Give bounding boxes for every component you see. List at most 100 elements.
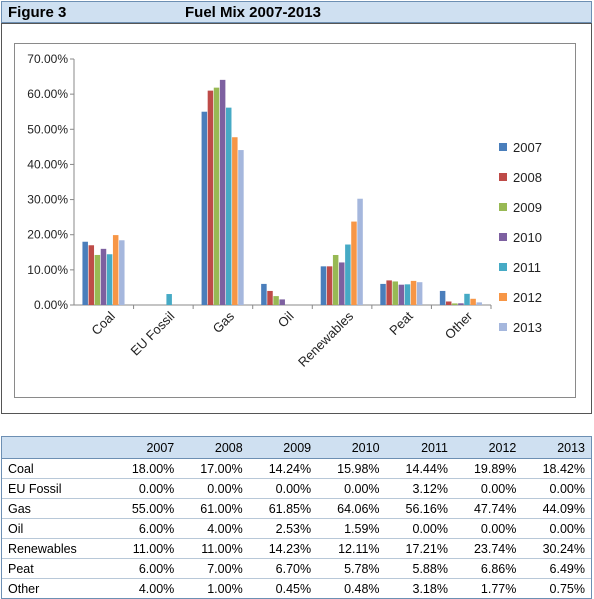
column-header: 2011 — [385, 436, 454, 459]
table-cell: 0.00% — [385, 518, 454, 539]
column-header: 2009 — [248, 436, 318, 459]
table-cell: 30.24% — [522, 538, 593, 559]
y-tick-label: 70.00% — [27, 52, 68, 66]
table-cell: 4.00% — [111, 578, 181, 599]
y-tick-label: 60.00% — [27, 87, 68, 101]
bar — [380, 283, 386, 305]
bar — [106, 254, 113, 305]
legend-swatch — [499, 143, 507, 151]
bar — [410, 280, 417, 305]
table-cell: 14.23% — [248, 538, 318, 559]
x-tick-label: Other — [442, 308, 476, 342]
legend-label: 2007 — [513, 140, 542, 155]
bar — [320, 266, 327, 305]
table-cell: 6.49% — [522, 558, 593, 579]
table-cell: 0.00% — [522, 518, 593, 539]
table-row: Gas 55.00% 61.00% 61.85% 64.06% 56.16% 47.74% 4… — [0, 498, 593, 519]
table-cell: 0.45% — [248, 578, 318, 599]
x-tick-label: EU Fossil — [128, 308, 178, 358]
table-cell: 15.98% — [317, 458, 386, 479]
table-cell: 5.78% — [317, 558, 386, 579]
table-cell: 23.74% — [453, 538, 523, 559]
table-cell: 0.00% — [453, 478, 523, 499]
y-tick-label: 0.00% — [34, 298, 68, 312]
legend-swatch — [499, 173, 507, 181]
y-tick-label: 50.00% — [27, 122, 68, 136]
row-label: EU Fossil — [0, 478, 112, 499]
bar — [458, 303, 464, 305]
table-cell: 44.09% — [522, 498, 593, 519]
bar-chart: 0.00% 10.00% 20.00% 30.00% 40.00% 50.00% 60.00… — [27, 52, 542, 370]
table-cell: 1.77% — [453, 578, 523, 599]
legend-label: 2010 — [513, 230, 542, 245]
legend-swatch — [499, 293, 507, 301]
row-label: Peat — [0, 558, 112, 579]
bar — [232, 137, 238, 305]
table-cell: 6.70% — [248, 558, 318, 579]
table-cell: 11.00% — [111, 538, 181, 559]
data-table: 2007 2008 2009 2010 2011 2012 2013 Coal 18.00% 1… — [0, 436, 593, 599]
table-cell: 0.00% — [180, 478, 249, 499]
table-row: Other 4.00% 1.00% 0.45% 0.48% 3.18% 1.77% 0.75% — [0, 578, 593, 599]
bar — [392, 281, 398, 305]
table-cell: 2.53% — [248, 518, 318, 539]
table-cell: 1.59% — [317, 518, 386, 539]
bar — [219, 79, 226, 305]
bar — [225, 107, 232, 305]
table-row: Coal 18.00% 17.00% 14.24% 15.98% 14.44% 19.89%… — [0, 458, 593, 479]
bar — [119, 240, 125, 305]
column-header: 2013 — [522, 436, 593, 459]
table-cell: 5.88% — [385, 558, 454, 579]
bar — [267, 290, 273, 305]
bar — [94, 254, 101, 305]
row-label: Renewables — [0, 538, 112, 559]
table-cell: 14.44% — [385, 458, 454, 479]
table-cell: 3.12% — [385, 478, 454, 499]
legend-label: 2008 — [513, 170, 542, 185]
legend-label: 2012 — [513, 290, 542, 305]
bar — [470, 298, 476, 305]
bar — [238, 150, 244, 305]
bar — [345, 244, 351, 305]
table-cell: 0.75% — [522, 578, 593, 599]
bar — [351, 221, 357, 305]
column-header: 2012 — [453, 436, 523, 459]
row-label: Gas — [0, 498, 112, 519]
bar — [439, 290, 446, 305]
table-cell: 11.00% — [180, 538, 249, 559]
table-cell: 19.89% — [453, 458, 523, 479]
legend-swatch — [499, 263, 507, 271]
row-label: Coal — [0, 458, 112, 479]
table-cell: 3.18% — [385, 578, 454, 599]
bar — [207, 90, 214, 305]
bar — [82, 241, 88, 305]
column-header — [0, 436, 112, 459]
bar — [326, 266, 333, 305]
chart-area: 0.00% 10.00% 20.00% 30.00% 40.00% 50.00% 60.00… — [14, 43, 576, 398]
row-label: Oil — [0, 518, 112, 539]
figure-label: Figure 3 — [8, 4, 67, 21]
column-header: 2007 — [111, 436, 181, 459]
table-cell: 0.00% — [111, 478, 181, 499]
bar — [357, 198, 363, 305]
bar — [452, 303, 458, 305]
table-cell: 55.00% — [111, 498, 181, 519]
table-header-row: 2007 2008 2009 2010 2011 2012 2013 — [0, 436, 593, 459]
bar — [201, 111, 208, 306]
bar — [100, 248, 107, 305]
table-cell: 6.00% — [111, 558, 181, 579]
x-tick-label: Oil — [275, 308, 297, 330]
table-row: EU Fossil 0.00% 0.00% 0.00% 0.00% 3.12% 0.00% 0… — [0, 478, 593, 499]
table-cell: 7.00% — [180, 558, 249, 579]
table-cell: 6.86% — [453, 558, 523, 579]
table-cell: 14.24% — [248, 458, 318, 479]
table-row: Peat 6.00% 7.00% 6.70% 5.78% 5.88% 6.86% 6.49% — [0, 558, 593, 579]
table-row: Oil 6.00% 4.00% 2.53% 1.59% 0.00% 0.00% 0.00% — [0, 518, 593, 539]
bar — [213, 87, 220, 305]
bar — [416, 282, 423, 305]
legend-label: 2011 — [513, 260, 541, 275]
bar — [273, 296, 279, 305]
table-cell: 0.00% — [522, 478, 593, 499]
table-cell: 0.00% — [317, 478, 386, 499]
table-cell: 61.85% — [248, 498, 318, 519]
